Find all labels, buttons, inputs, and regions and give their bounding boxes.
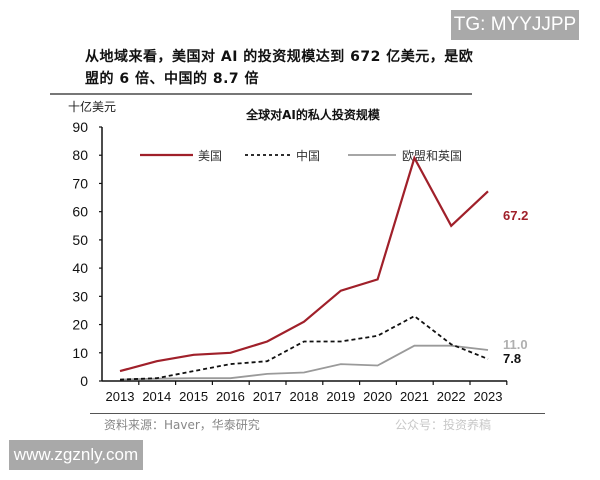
x-tick-label: 2022 <box>437 389 466 404</box>
series-line <box>119 344 489 381</box>
x-tick-label: 2018 <box>290 389 319 404</box>
series-lines <box>119 155 489 381</box>
x-tick-label: 2021 <box>400 389 429 404</box>
x-tick-label: 2015 <box>179 389 208 404</box>
line-chart: 十亿美元 全球对AI的私人投资规模 0 10 20 30 40 50 60 70 80 90 201… <box>68 99 528 404</box>
legend: 美国 中国 欧盟和英国 <box>140 148 462 163</box>
series-line <box>119 315 489 381</box>
bottom-divider <box>90 413 545 414</box>
watermark-wechat: 公众号：投资养稿 <box>395 418 492 432</box>
end-value-label: 7.8 <box>503 351 521 366</box>
y-tick-label: 90 <box>72 119 88 135</box>
top-divider <box>50 93 472 95</box>
x-tick-label: 2016 <box>216 389 245 404</box>
x-tick-label: 2019 <box>326 389 355 404</box>
watermark-site: www.zgznly.com <box>9 440 143 470</box>
x-tick-label: 2023 <box>474 389 503 404</box>
y-tick-label: 20 <box>72 317 88 333</box>
x-tick-label: 2014 <box>142 389 171 404</box>
y-tick-label: 40 <box>72 260 88 276</box>
end-value-label: 11.0 <box>503 337 528 352</box>
y-tick-label: 30 <box>72 288 88 304</box>
y-tick-label: 50 <box>72 232 88 248</box>
x-tick-label: 2013 <box>106 389 135 404</box>
series-line <box>119 155 489 373</box>
watermark-tg: TG: MYYJJPP <box>451 10 579 40</box>
end-labels: 67.2 7.811.0 <box>503 208 528 366</box>
axes: 0 10 20 30 40 50 60 70 80 90 2013 2014 2015 2016 2017 2… <box>72 119 508 404</box>
x-tick-label: 2017 <box>253 389 282 404</box>
chart-title: 全球对AI的私人投资规模 <box>245 107 381 122</box>
source-note: 资料来源：Haver，华泰研究 <box>104 418 260 432</box>
legend-label: 美国 <box>198 149 222 163</box>
legend-label: 欧盟和英国 <box>402 149 462 163</box>
y-tick-label: 60 <box>72 204 88 220</box>
end-value-label: 67.2 <box>503 208 528 223</box>
legend-label: 中国 <box>296 148 320 163</box>
x-tick-label: 2020 <box>363 389 392 404</box>
y-tick-label: 10 <box>72 345 88 361</box>
y-tick-label: 0 <box>80 373 88 389</box>
y-axis-label: 十亿美元 <box>68 99 116 114</box>
y-tick-label: 80 <box>72 147 88 163</box>
y-tick-label: 70 <box>72 175 88 191</box>
headline: 从地域来看，美国对 AI 的投资规模达到 672 亿美元，是欧盟的 6 倍、中国… <box>85 49 474 87</box>
